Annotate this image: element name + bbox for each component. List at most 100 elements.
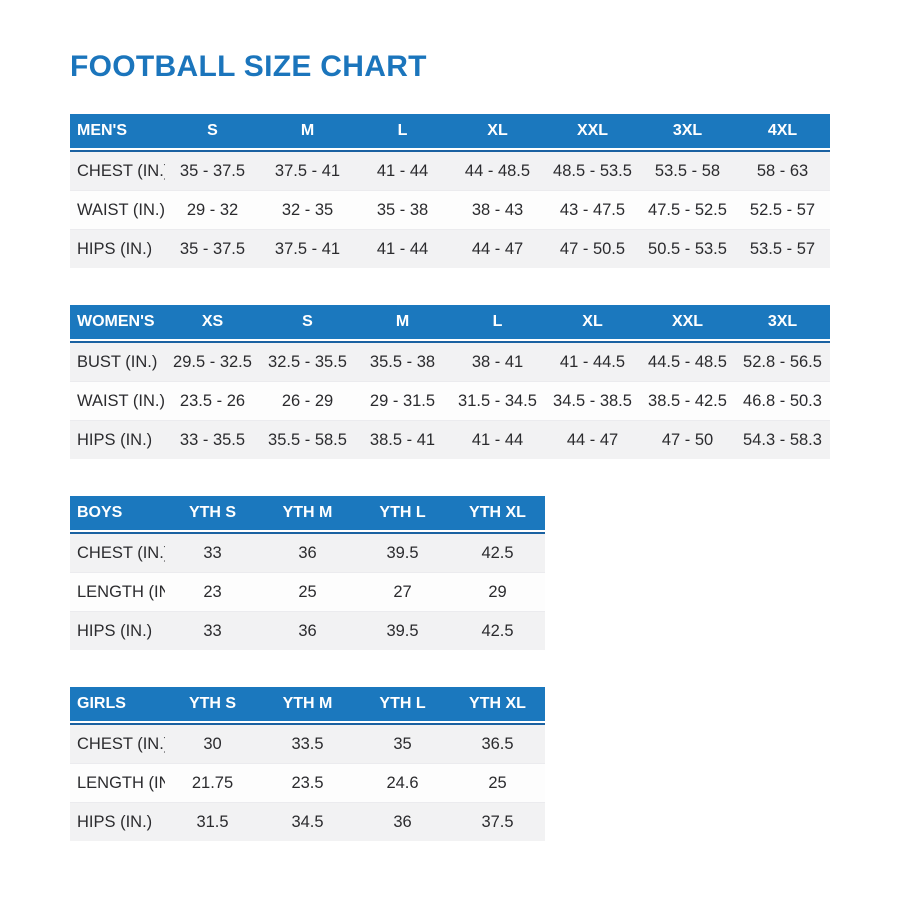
womens-size-header: M bbox=[395, 313, 410, 330]
value-cell: 58 - 63 bbox=[756, 161, 809, 180]
mens-size-header: XXL bbox=[576, 122, 609, 139]
womens-size-header: L bbox=[492, 313, 503, 330]
womens-row-1: WAIST (IN.) 23.5 - 26 26 - 29 29 - 31.5 31.5… bbox=[70, 381, 830, 420]
value-cell: 33 bbox=[203, 543, 222, 562]
value-cell: 36 bbox=[298, 621, 317, 640]
value-cell: 36 bbox=[298, 543, 317, 562]
value-cell: 50.5 - 53.5 bbox=[648, 239, 727, 258]
value-cell: 27 bbox=[393, 582, 412, 601]
row-label: CHEST (IN.) bbox=[77, 734, 165, 753]
value-cell: 35.5 - 58.5 bbox=[268, 430, 347, 449]
value-cell: 37.5 - 41 bbox=[274, 161, 341, 180]
size-table-boys: BOYS YTH S YTH M YTH L YTH XL CHEST (IN.) 33 36… bbox=[70, 496, 545, 650]
value-cell: 32 - 35 bbox=[281, 200, 334, 219]
value-cell: 26 - 29 bbox=[281, 391, 334, 410]
row-label: LENGTH (IN.) bbox=[77, 582, 165, 601]
row-label: BUST (IN.) bbox=[77, 352, 158, 371]
value-cell: 23.5 - 26 bbox=[179, 391, 246, 410]
row-label: CHEST (IN.) bbox=[77, 543, 165, 562]
mens-size-header: 4XL bbox=[767, 122, 798, 139]
value-cell: 34.5 bbox=[291, 812, 324, 831]
value-cell: 48.5 - 53.5 bbox=[553, 161, 632, 180]
value-cell: 35 bbox=[393, 734, 412, 753]
value-cell: 54.3 - 58.3 bbox=[743, 430, 822, 449]
value-cell: 44.5 - 48.5 bbox=[648, 352, 727, 371]
value-cell: 29.5 - 32.5 bbox=[173, 352, 252, 371]
value-cell: 29 - 32 bbox=[186, 200, 239, 219]
value-cell: 38 - 43 bbox=[471, 200, 524, 219]
value-cell: 42.5 bbox=[481, 621, 514, 640]
header-divider bbox=[70, 150, 830, 152]
girls-header-row: GIRLS YTH S YTH M YTH L YTH XL bbox=[70, 687, 545, 721]
header-divider bbox=[70, 723, 545, 725]
value-cell: 30 bbox=[203, 734, 222, 753]
womens-size-header: S bbox=[302, 313, 313, 330]
value-cell: 32.5 - 35.5 bbox=[268, 352, 347, 371]
value-cell: 53.5 - 58 bbox=[654, 161, 721, 180]
value-cell: 33.5 bbox=[291, 734, 324, 753]
value-cell: 23.5 bbox=[291, 773, 324, 792]
size-table-womens: WOMEN'S XS S M L XL XXL 3XL BUST (IN.) 29.5 - 32.… bbox=[70, 305, 830, 459]
mens-size-header: S bbox=[207, 122, 218, 139]
womens-size-header: XS bbox=[201, 313, 224, 330]
boys-size-header: YTH S bbox=[188, 504, 237, 521]
boys-size-header: YTH M bbox=[282, 504, 333, 521]
value-cell: 38.5 - 42.5 bbox=[648, 391, 727, 410]
value-cell: 25 bbox=[488, 773, 507, 792]
girls-size-header: YTH XL bbox=[469, 695, 526, 712]
value-cell: 31.5 - 34.5 bbox=[458, 391, 537, 410]
value-cell: 41 - 44 bbox=[376, 239, 429, 258]
value-cell: 44 - 47 bbox=[566, 430, 619, 449]
girls-row-2: HIPS (IN.) 31.5 34.5 36 37.5 bbox=[70, 802, 545, 841]
value-cell: 46.8 - 50.3 bbox=[743, 391, 822, 410]
value-cell: 52.8 - 56.5 bbox=[743, 352, 822, 371]
value-cell: 41 - 44 bbox=[471, 430, 524, 449]
mens-row-0: CHEST (IN.) 35 - 37.5 37.5 - 41 41 - 44 44 -… bbox=[70, 152, 830, 190]
value-cell: 34.5 - 38.5 bbox=[553, 391, 632, 410]
value-cell: 35.5 - 38 bbox=[369, 352, 436, 371]
mens-header-row: MEN'S S M L XL XXL 3XL 4XL bbox=[70, 114, 830, 148]
value-cell: 41 - 44.5 bbox=[559, 352, 626, 371]
page-title: FOOTBALL SIZE CHART bbox=[70, 50, 427, 83]
girls-table-title: GIRLS bbox=[77, 695, 126, 712]
value-cell: 37.5 - 41 bbox=[274, 239, 341, 258]
value-cell: 38.5 - 41 bbox=[369, 430, 436, 449]
row-label: HIPS (IN.) bbox=[77, 239, 153, 258]
value-cell: 47 - 50.5 bbox=[559, 239, 626, 258]
value-cell: 43 - 47.5 bbox=[559, 200, 626, 219]
value-cell: 24.6 bbox=[386, 773, 419, 792]
girls-size-header: YTH S bbox=[188, 695, 237, 712]
value-cell: 47.5 - 52.5 bbox=[648, 200, 727, 219]
boys-table-title: BOYS bbox=[77, 504, 123, 521]
row-label: CHEST (IN.) bbox=[77, 161, 165, 180]
mens-row-2: HIPS (IN.) 35 - 37.5 37.5 - 41 41 - 44 44 - … bbox=[70, 229, 830, 268]
value-cell: 52.5 - 57 bbox=[749, 200, 816, 219]
row-label: WAIST (IN.) bbox=[77, 391, 165, 410]
row-label: WAIST (IN.) bbox=[77, 200, 165, 219]
value-cell: 29 - 31.5 bbox=[369, 391, 436, 410]
mens-row-1: WAIST (IN.) 29 - 32 32 - 35 35 - 38 38 - 43 4… bbox=[70, 190, 830, 229]
womens-size-header: 3XL bbox=[767, 313, 798, 330]
value-cell: 44 - 47 bbox=[471, 239, 524, 258]
value-cell: 44 - 48.5 bbox=[464, 161, 531, 180]
value-cell: 36.5 bbox=[481, 734, 514, 753]
mens-table-title: MEN'S bbox=[77, 122, 128, 139]
womens-table-title: WOMEN'S bbox=[77, 313, 155, 330]
size-table-girls: GIRLS YTH S YTH M YTH L YTH XL CHEST (IN.) 30 3… bbox=[70, 687, 545, 841]
value-cell: 25 bbox=[298, 582, 317, 601]
girls-size-header: YTH M bbox=[282, 695, 333, 712]
womens-row-0: BUST (IN.) 29.5 - 32.5 32.5 - 35.5 35.5 - 3… bbox=[70, 343, 830, 381]
value-cell: 21.75 bbox=[191, 773, 234, 792]
value-cell: 41 - 44 bbox=[376, 161, 429, 180]
boys-size-header: YTH L bbox=[379, 504, 426, 521]
womens-header-row: WOMEN'S XS S M L XL XXL 3XL bbox=[70, 305, 830, 339]
boys-row-2: HIPS (IN.) 33 36 39.5 42.5 bbox=[70, 611, 545, 650]
womens-size-header: XL bbox=[582, 313, 603, 330]
row-label: HIPS (IN.) bbox=[77, 812, 153, 831]
value-cell: 47 - 50 bbox=[661, 430, 714, 449]
mens-size-header: 3XL bbox=[672, 122, 703, 139]
value-cell: 35 - 38 bbox=[376, 200, 429, 219]
value-cell: 36 bbox=[393, 812, 412, 831]
header-divider bbox=[70, 341, 830, 343]
